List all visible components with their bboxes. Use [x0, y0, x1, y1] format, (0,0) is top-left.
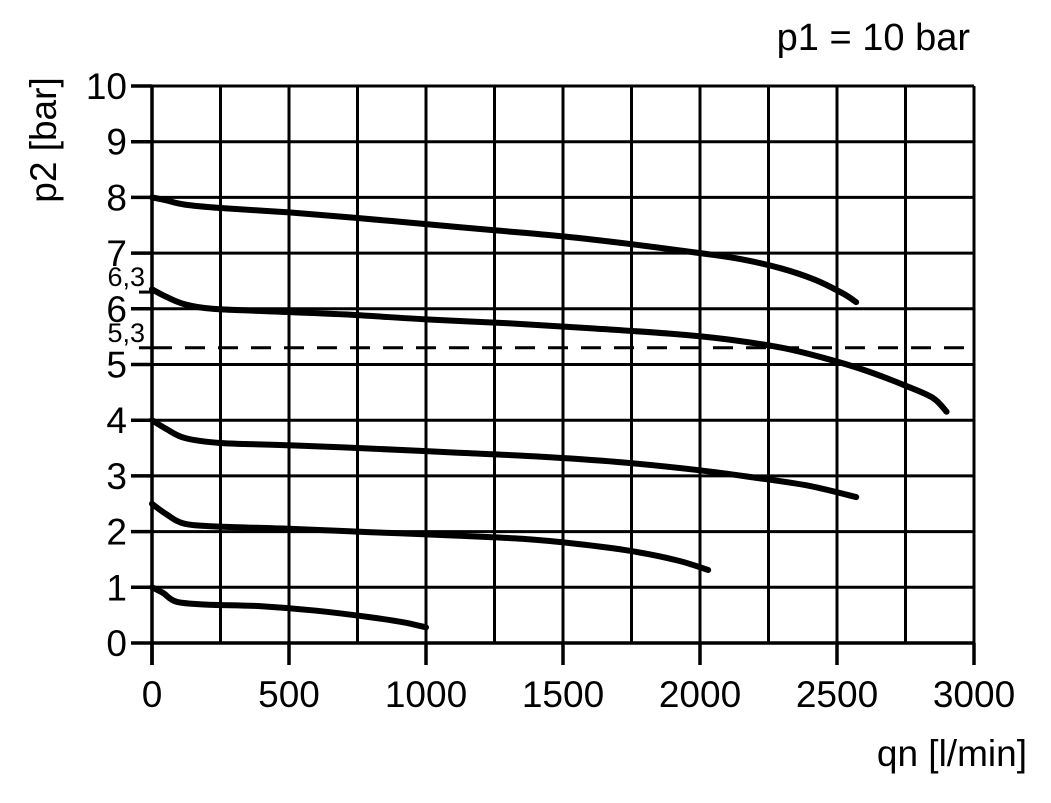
y-tick-label: 1	[106, 567, 127, 608]
y-tick-label: 4	[106, 400, 127, 441]
x-tick-label: 0	[142, 674, 163, 715]
y-tick-label: 5	[106, 345, 127, 386]
curve-2_5bar	[149, 500, 712, 573]
x-tick-label: 2500	[796, 674, 878, 715]
y-tick-label: 2	[106, 512, 127, 553]
chart-title: p1 = 10 bar	[776, 17, 970, 59]
x-tick-label: 1000	[385, 674, 467, 715]
x-tick-label: 1500	[522, 674, 604, 715]
curve-6_3bar	[149, 286, 950, 415]
y-tick-label: 8	[106, 177, 127, 218]
x-axis-title: qn [l/min]	[876, 733, 1027, 774]
y-tick-label: 7	[106, 233, 127, 274]
x-tick-label: 500	[258, 674, 320, 715]
y-minor-tick-label: 5,3	[107, 318, 145, 348]
y-tick-label: 3	[106, 456, 127, 497]
y-tick-label: 0	[106, 623, 127, 664]
y-tick-label: 6	[106, 289, 127, 330]
y-tick-label: 9	[106, 122, 127, 163]
curve-4bar	[149, 417, 860, 501]
y-minor-tick-label: 6,3	[107, 262, 145, 292]
x-tick-label: 3000	[933, 674, 1015, 715]
curve-8bar	[149, 194, 860, 306]
curve-1bar	[149, 584, 429, 631]
x-tick-label: 2000	[659, 674, 741, 715]
y-axis-title: p2 [bar]	[23, 77, 64, 203]
y-tick-label: 10	[86, 66, 127, 107]
